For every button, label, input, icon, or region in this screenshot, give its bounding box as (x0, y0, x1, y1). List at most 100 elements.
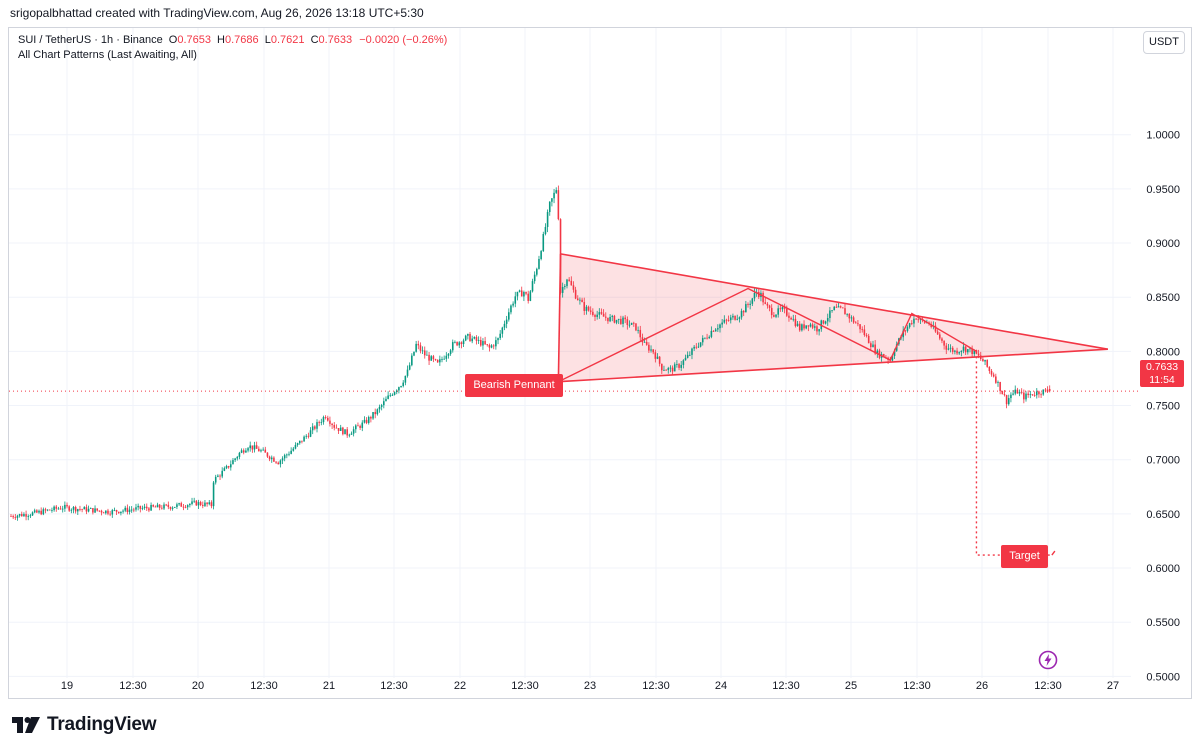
candle-body (803, 324, 805, 329)
candle-body (514, 296, 517, 304)
candle-body (298, 440, 301, 444)
candle-body (212, 482, 215, 507)
currency-button[interactable]: USDT (1143, 31, 1185, 54)
candle-body (456, 341, 458, 346)
candle-body (846, 313, 848, 315)
candle-body (355, 425, 357, 430)
candle-body (917, 319, 920, 321)
candle-body (255, 445, 258, 449)
candle-body (796, 323, 799, 327)
candle-body (561, 286, 564, 293)
candle-body (72, 507, 75, 510)
candle-body (1048, 388, 1051, 392)
chart-frame[interactable] (8, 27, 1192, 699)
candle-body (1010, 394, 1012, 399)
candle-body (587, 306, 590, 311)
price-tick-label: 0.8500 (1146, 292, 1180, 304)
candle-body (415, 343, 417, 352)
candle-body (486, 344, 489, 345)
candle-body (542, 234, 545, 252)
candle-body (650, 349, 652, 351)
candle-body (777, 308, 779, 315)
candle-body (708, 336, 711, 339)
time-tick-label: 12:30 (772, 680, 800, 692)
candle-body (904, 330, 907, 332)
candle-body (111, 510, 114, 515)
candle-body (1012, 393, 1014, 395)
candle-body (583, 302, 586, 311)
candle-body (361, 422, 364, 428)
candle-body (204, 502, 206, 506)
candle-body (867, 335, 870, 344)
candle-body (915, 318, 917, 320)
price-tick-label: 0.9000 (1146, 238, 1180, 250)
pattern-label[interactable]: Bearish Pennant (465, 374, 563, 397)
candle-body (740, 310, 743, 318)
candle-body (307, 435, 310, 437)
candle-body (137, 505, 139, 508)
candle-body (428, 354, 430, 361)
candle-body (579, 299, 581, 301)
candle-body (1040, 394, 1042, 396)
candle-body (773, 315, 775, 317)
candle-body (20, 514, 23, 517)
candle-body (464, 335, 467, 341)
candle-body (792, 318, 795, 320)
candle-body (973, 350, 976, 355)
candle-body (908, 323, 911, 328)
candle-body (333, 425, 336, 428)
candle-body (199, 502, 202, 505)
candle-body (790, 317, 792, 320)
target-label[interactable]: Target (1001, 545, 1048, 568)
candle-body (661, 363, 663, 371)
candle-body (609, 316, 611, 322)
candle-body (684, 357, 687, 361)
candle-body (439, 359, 441, 363)
lightning-icon[interactable] (1038, 650, 1058, 670)
candle-body (809, 324, 812, 327)
candle-body (665, 369, 667, 371)
low-label: L (264, 34, 271, 46)
candle-body (850, 317, 853, 319)
candle-body (404, 375, 407, 383)
candle-body (852, 317, 855, 323)
candle-body (719, 324, 721, 329)
candle-body (602, 313, 605, 317)
candle-body (833, 306, 836, 311)
candle-body (523, 292, 525, 297)
candle-body (143, 506, 146, 509)
candle-body (492, 345, 495, 347)
candle-body (721, 322, 723, 325)
indicator-label[interactable]: All Chart Patterns (Last Awaiting, All) (18, 49, 197, 61)
candle-body (171, 507, 174, 509)
candle-body (1005, 395, 1008, 405)
candle-body (596, 314, 598, 317)
pennant-pole-line (557, 253, 562, 382)
candle-body (667, 368, 670, 371)
candle-body (402, 382, 405, 387)
candle-body (473, 337, 476, 339)
candle-body (857, 323, 859, 325)
candle-body (1038, 391, 1040, 395)
candle-body (303, 436, 305, 442)
candle-body (447, 353, 450, 356)
chart-credit: srigopalbhattad created with TradingView… (10, 6, 424, 20)
candle-body (376, 409, 379, 415)
candle-body (962, 346, 965, 351)
time-tick-label: 25 (845, 680, 857, 692)
candle-body (566, 279, 568, 287)
candle-body (613, 315, 616, 323)
candle-body (363, 419, 366, 423)
pennant-zigzag (558, 287, 977, 383)
price-axis: 1.0000 0.9500 0.9000 0.8500 0.8000 0.7500 0.70… (1146, 130, 1180, 684)
candle-body (120, 511, 122, 514)
candle-body (184, 506, 187, 508)
candle-body (949, 347, 952, 349)
candle-body (339, 427, 342, 431)
candle-body (794, 318, 797, 327)
candle-body (490, 345, 493, 348)
symbol-label[interactable]: SUI / TetherUS · 1h · Binance (18, 34, 163, 46)
candle-body (42, 509, 45, 515)
candle-body (408, 365, 411, 370)
